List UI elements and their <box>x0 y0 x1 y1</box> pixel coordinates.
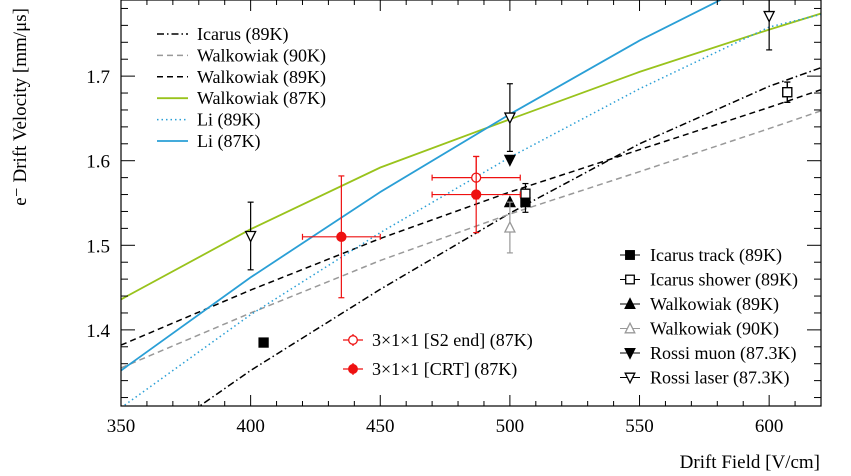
legend-marker <box>624 297 636 309</box>
legend-label: Icarus track (89K) <box>650 245 782 266</box>
x-tick-label: 450 <box>366 416 395 437</box>
legend-marker <box>625 250 635 260</box>
legend-marker <box>624 321 636 334</box>
x-tick-label: 400 <box>236 416 265 437</box>
legend-marker <box>625 274 635 285</box>
y-tick-label: 1.6 <box>86 152 110 173</box>
curve-icarus-89k <box>198 66 821 406</box>
x-tick-label: 550 <box>625 416 654 437</box>
data-point <box>503 220 516 233</box>
legend-label: Icarus shower (89K) <box>650 270 798 291</box>
points-layer <box>244 0 793 348</box>
legend-label: Rossi muon (87.3K) <box>650 343 797 364</box>
legend-marker <box>624 372 636 385</box>
y-tick-label: 1.5 <box>86 236 110 257</box>
x-axis-label: Drift Field [V/cm] <box>680 452 820 473</box>
legend-label: Icarus (89K) <box>197 24 288 45</box>
legend-label: Rossi laser (87.3K) <box>650 368 789 389</box>
legends: Icarus (89K)Walkowiak (90K)Walkowiak (89… <box>157 24 798 389</box>
axes-layer: 350 400 450 500 550 600 1.4 1.5 1.6 1.7 <box>86 0 822 437</box>
series-icarus-shower-89k <box>520 81 793 205</box>
legend-label: Li (89K) <box>197 110 260 131</box>
legend-label: Walkowiak (90K) <box>197 45 326 66</box>
legend-label: 3×1×1 [CRT] (87K) <box>372 359 517 380</box>
data-point <box>258 337 269 348</box>
legend-label: Walkowiak (89K) <box>197 67 326 88</box>
data-point <box>763 10 776 24</box>
y-tick-label: 1.4 <box>86 321 110 342</box>
plot-frame <box>120 0 822 407</box>
curve-walkowiak-90k <box>121 110 821 369</box>
legend-label: Walkowiak (89K) <box>650 294 779 315</box>
legend-lines: Icarus (89K)Walkowiak (90K)Walkowiak (89… <box>157 24 326 152</box>
legend-label: Walkowiak (87K) <box>197 88 326 109</box>
data-point <box>503 154 516 167</box>
legend-marker <box>348 364 358 374</box>
series-rossi-laser-87-3k <box>244 0 776 271</box>
legend-3x1x1: 3×1×1 [S2 end] (87K) 3×1×1 [CRT] (87K) <box>343 330 533 380</box>
legend-label: Walkowiak (90K) <box>650 319 779 340</box>
legend-markers: Icarus track (89K) Icarus shower (89K) Wal… <box>620 245 798 389</box>
legend-label: 3×1×1 [S2 end] (87K) <box>372 330 533 351</box>
y-axis-label: e⁻ Drift Velocity [mm/μs] <box>10 8 31 206</box>
y-tick-label: 1.7 <box>86 67 110 88</box>
series-3-1-1-crt-87k <box>301 155 521 299</box>
data-point <box>471 189 482 200</box>
curve-walkowiak-89k <box>121 88 821 346</box>
data-point <box>520 188 531 199</box>
data-point <box>503 112 516 125</box>
curve-li-87k <box>121 0 723 372</box>
series-walkowiak-90k <box>503 201 516 254</box>
legend-label: Li (87K) <box>197 131 260 152</box>
x-tick-label: 350 <box>107 416 136 437</box>
data-point <box>782 87 793 98</box>
legend-marker <box>348 335 358 345</box>
data-point <box>244 230 257 243</box>
x-tick-label: 500 <box>496 416 525 437</box>
legend-marker <box>624 348 636 360</box>
data-point <box>336 231 347 242</box>
x-tick-label: 600 <box>755 416 784 437</box>
series-rossi-muon-87-3k <box>503 154 516 167</box>
